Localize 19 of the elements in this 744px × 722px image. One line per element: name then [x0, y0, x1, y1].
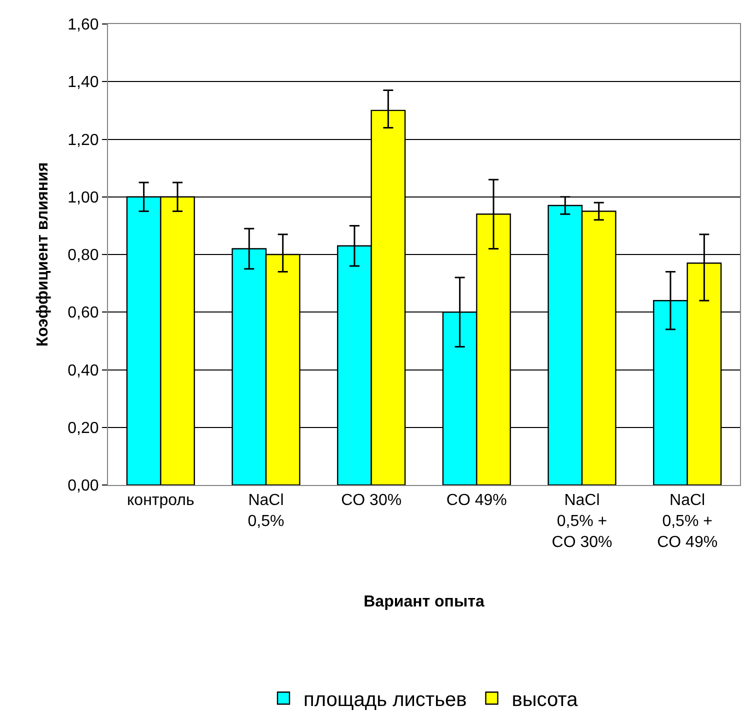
- x-tick-label: NaCl 0,5%: [248, 492, 284, 530]
- x-axis-title: Вариант опыта: [364, 594, 484, 610]
- y-tick-label: 0,00: [68, 478, 99, 495]
- y-tick-label: 1,40: [68, 74, 99, 92]
- legend-label: площадь листьев: [304, 688, 467, 711]
- y-tick-label: 0,60: [68, 304, 99, 322]
- x-tick-label: CO 30%: [341, 492, 402, 510]
- x-tick-label: NaCl 0,5% + CO 30%: [552, 492, 612, 551]
- x-tick-label: контроль: [126, 492, 194, 510]
- x-tick-label: CO 49%: [446, 492, 507, 510]
- y-axis-title: Коэффициент влияния: [34, 162, 52, 347]
- legend-label: высота: [512, 688, 579, 711]
- y-tick-label: 1,60: [68, 16, 99, 34]
- y-tick-label: 1,20: [68, 132, 99, 149]
- y-tick-label: 0,40: [68, 362, 99, 380]
- x-tick-label: NaCl 0,5% + CO 49%: [657, 492, 718, 551]
- y-tick-label: 1,00: [68, 189, 99, 206]
- y-tick-label: 0,20: [68, 420, 99, 437]
- y-tick-label: 0,80: [68, 247, 99, 264]
